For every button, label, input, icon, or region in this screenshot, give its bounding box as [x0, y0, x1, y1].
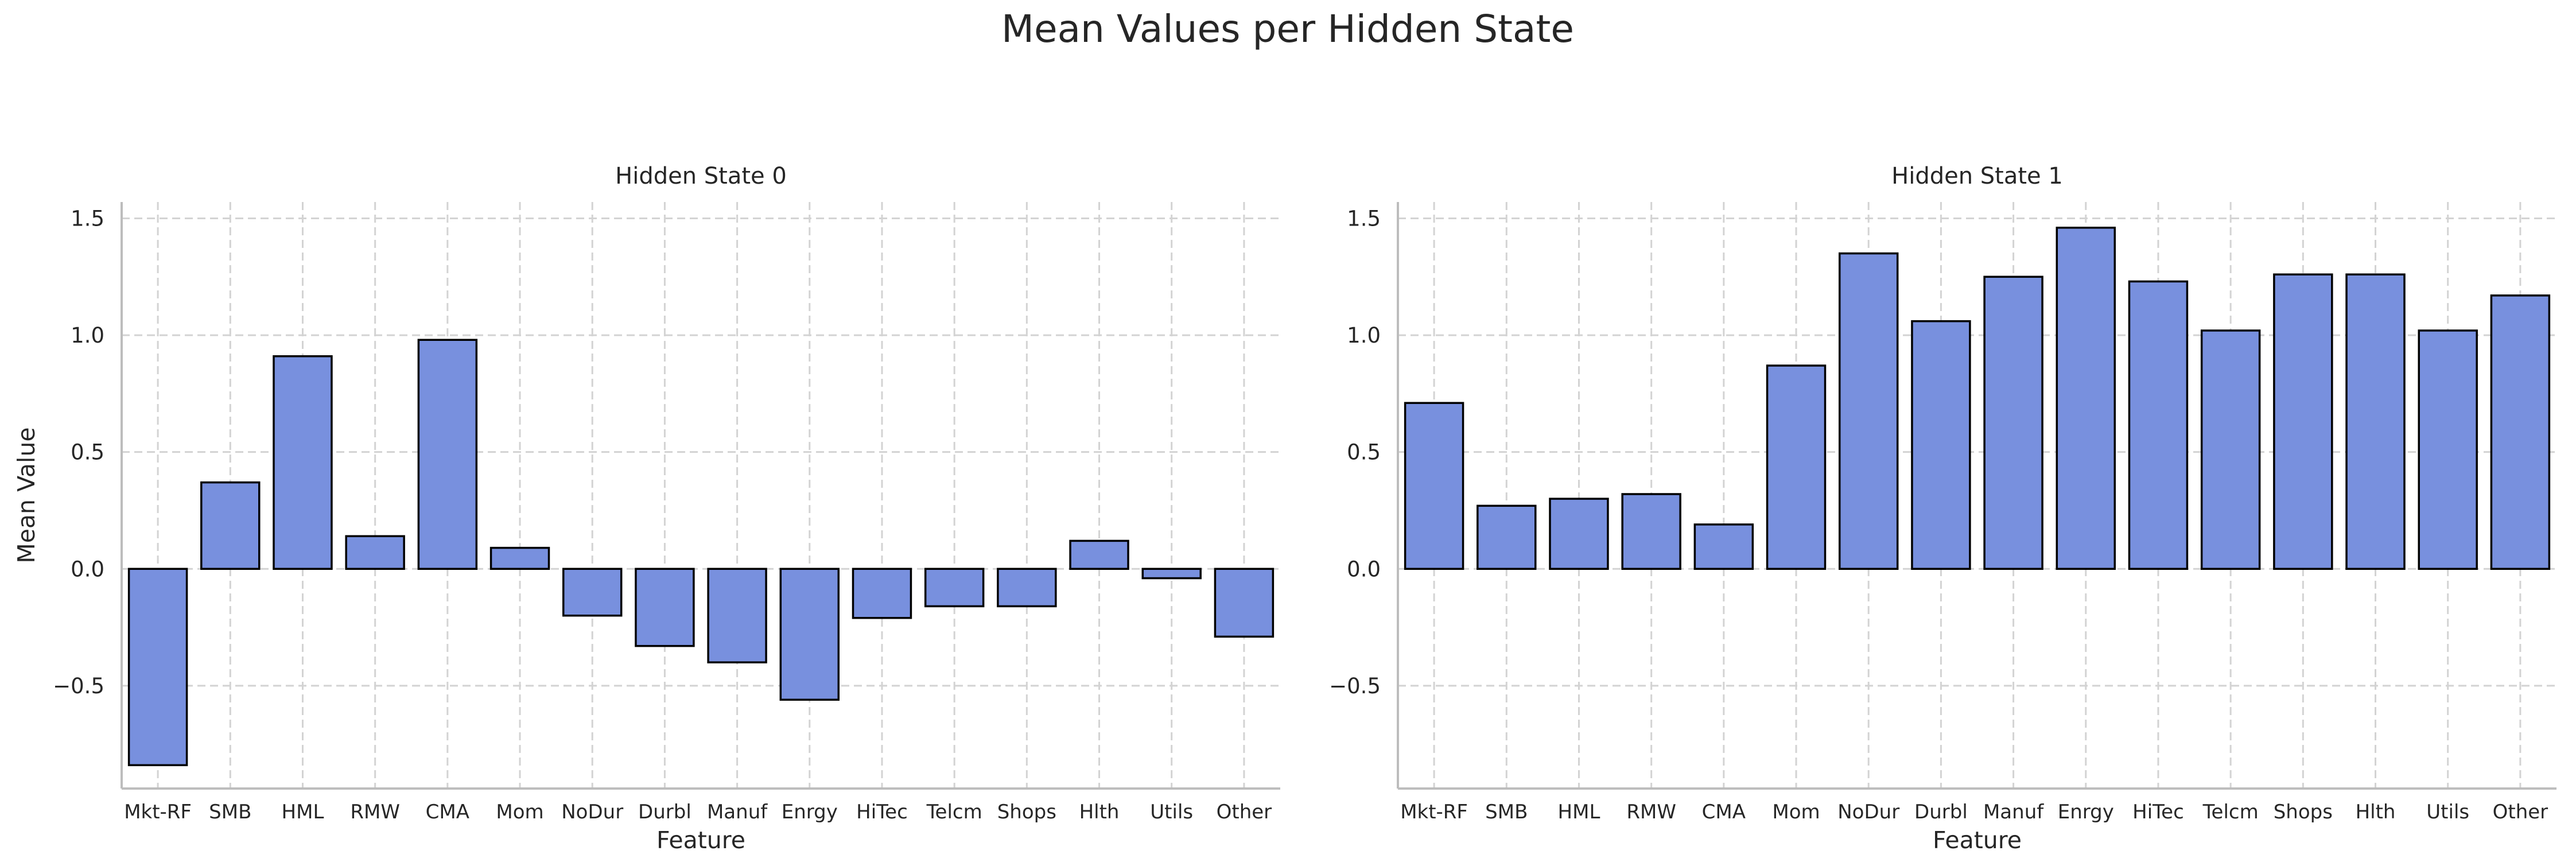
bar-nodur	[1838, 252, 1899, 570]
x-tick-label: HiTec	[2132, 801, 2184, 824]
x-tick-label: HML	[282, 801, 324, 824]
y-tick-label: 0.5	[1347, 440, 1381, 465]
bar-cma	[417, 339, 478, 570]
x-tick-label: HML	[1558, 801, 1600, 824]
x-tick-label: Durbl	[638, 801, 691, 824]
y-tick-label: −0.5	[1329, 674, 1381, 698]
x-tick-label: Utils	[2426, 801, 2469, 824]
bar-utils	[2418, 329, 2478, 570]
bar-smb	[200, 481, 261, 570]
bar-telcm	[2200, 329, 2261, 570]
bar-mkt-rf	[1404, 402, 1464, 570]
bar-cma	[1693, 523, 1754, 570]
y-tick-label: 0.5	[71, 440, 104, 465]
charts-container: −0.5 0.0 0.5 1.0 1.5 Mkt-RF SMB HML RMW CMA Mom NoD…	[13, 163, 2556, 854]
chart-panel-0: −0.5 0.0 0.5 1.0 1.5 Mkt-RF SMB HML RMW CMA Mom NoD…	[13, 163, 1280, 854]
bar-enrgy	[779, 568, 840, 701]
x-tick-label: CMA	[1702, 801, 1746, 824]
x-tick-label: Hlth	[1079, 801, 1120, 824]
x-tick-label: Telcm	[2202, 801, 2259, 824]
x-tick-label: HiTec	[856, 801, 908, 824]
bar-shops	[997, 568, 1057, 608]
bar-durbl	[1911, 320, 1971, 570]
bar-shops	[2273, 273, 2333, 570]
bar-durbl	[635, 568, 695, 647]
x-tick-label: Mkt-RF	[124, 801, 192, 824]
bar-mkt-rf	[127, 568, 188, 767]
y-tick-label: 1.0	[1347, 323, 1381, 348]
bar-hitec	[2128, 280, 2189, 570]
x-tick-label: Utils	[1150, 801, 1193, 824]
x-tick-label: SMB	[1485, 801, 1528, 824]
bar-other	[2490, 294, 2551, 570]
x-tick-label: Telcm	[926, 801, 982, 824]
y-tick-label: 0.0	[71, 557, 104, 581]
bar-enrgy	[2056, 227, 2116, 570]
chart-panel-1: −0.5 0.0 0.5 1.0 1.5 Mkt-RF SMB HML RMW CMA Mom NoD…	[1329, 163, 2556, 854]
bar-mom	[1766, 364, 1827, 570]
x-tick-label: Other	[2493, 801, 2548, 824]
bar-other	[1214, 568, 1275, 638]
x-tick-label: NoDur	[561, 801, 623, 824]
x-tick-label: Manuf	[707, 801, 768, 824]
x-tick-label: Shops	[997, 801, 1056, 824]
chart-title: Hidden State 1	[1891, 163, 2063, 189]
y-tick-label: −0.5	[53, 674, 104, 698]
y-tick-label: 0.0	[1347, 557, 1381, 581]
x-axis-label: Feature	[1933, 826, 2022, 854]
figure-title: Mean Values per Hidden State	[1001, 7, 1574, 51]
bar-manuf	[707, 568, 767, 663]
bar-rmw	[1621, 493, 1681, 570]
x-tick-label: NoDur	[1837, 801, 1899, 824]
x-tick-label: SMB	[209, 801, 251, 824]
x-axis-label: Feature	[656, 826, 745, 854]
bar-nodur	[562, 568, 623, 617]
bar-hlth	[1069, 539, 1129, 570]
x-tick-label: Mkt-RF	[1400, 801, 1468, 824]
x-tick-label: Mom	[1772, 801, 1820, 824]
bar-hlth	[2345, 273, 2406, 570]
x-tick-label: CMA	[426, 801, 469, 824]
x-tick-label: Enrgy	[2058, 801, 2114, 824]
x-tick-label: Mom	[496, 801, 543, 824]
x-tick-label: Other	[1217, 801, 1272, 824]
x-tick-label: Hlth	[2356, 801, 2396, 824]
y-tick-label: 1.5	[1347, 207, 1381, 231]
bar-telcm	[924, 568, 985, 608]
bar-hml	[273, 355, 333, 570]
x-tick-label: RMW	[350, 801, 400, 824]
bar-rmw	[345, 535, 405, 570]
y-tick-label: 1.0	[71, 323, 104, 348]
bar-utils	[1141, 568, 1202, 580]
bar-hitec	[852, 568, 912, 619]
x-tick-label: Enrgy	[782, 801, 838, 824]
chart-title: Hidden State 0	[615, 163, 787, 189]
bar-mom	[489, 546, 550, 570]
y-axis-label: Mean Value	[13, 427, 40, 563]
x-tick-label: Durbl	[1914, 801, 1968, 824]
x-tick-label: Shops	[2274, 801, 2333, 824]
x-tick-label: Manuf	[1983, 801, 2044, 824]
x-tick-label: RMW	[1626, 801, 1676, 824]
bar-manuf	[1983, 275, 2043, 570]
y-tick-label: 1.5	[71, 207, 104, 231]
bar-hml	[1549, 498, 1609, 570]
bar-smb	[1477, 504, 1537, 570]
